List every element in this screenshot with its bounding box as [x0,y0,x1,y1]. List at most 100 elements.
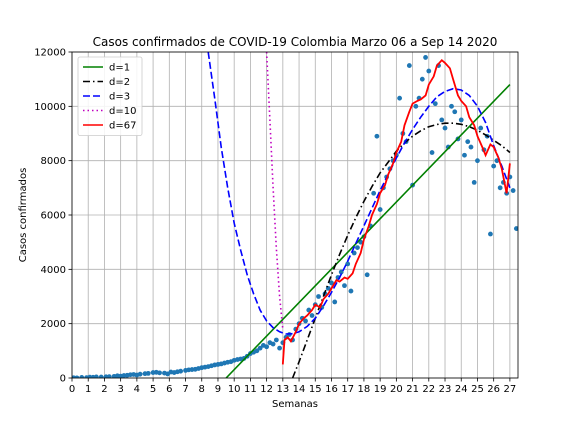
data-point [106,374,112,378]
x-axis: 0 1 2 3 4 5 6 7 8 9 10 11 12 13 14 15 16 17 18 19 20 21 22 23 24… [69,378,516,395]
data-point [79,375,85,378]
y-axis-label: Casos confirmados [18,168,29,263]
data-point [475,158,480,164]
x-tick-label: 18 [358,384,371,395]
data-point [458,117,464,123]
data-point [452,109,458,115]
data-point [316,294,321,299]
data-point [98,374,104,378]
data-point [432,101,438,107]
data-point [342,283,347,289]
y-tick-label: 8000 [41,156,66,167]
data-point [377,207,383,212]
data-point [513,226,518,231]
x-tick-label: 16 [325,384,338,395]
data-point [413,103,419,109]
x-tick-label: 2 [101,384,107,395]
x-tick-label: 5 [150,384,156,395]
data-point [491,163,497,169]
x-tick-label: 4 [134,384,140,395]
data-point [348,288,354,294]
data-point [397,95,403,101]
data-point [93,374,99,378]
x-tick-label: 19 [374,384,387,395]
y-tick-label: 6000 [41,211,66,222]
data-point [74,375,80,378]
x-tick-label: 15 [309,384,322,395]
data-point [439,117,445,123]
data-point [332,299,338,305]
data-point [145,370,151,376]
data-point [419,76,425,82]
data-point [449,103,454,109]
data-point [374,133,380,139]
data-point [445,144,451,150]
data-point [257,345,263,351]
x-tick-label: 1 [85,384,91,395]
data-point [426,68,432,74]
x-tick-label: 10 [228,384,241,395]
plot-content [72,52,518,378]
y-tick-label: 4000 [41,265,66,276]
data-point [264,344,270,350]
y-tick-label: 2000 [41,319,66,330]
x-tick-label: 12 [260,384,273,395]
data-point [157,370,162,376]
data-point [429,150,435,155]
x-tick-label: 11 [244,384,257,395]
x-tick-label: 20 [390,384,403,395]
data-point [371,190,377,196]
x-tick-label: 8 [199,384,205,395]
data-point [465,139,471,145]
x-tick-label: 27 [504,384,517,395]
data-point [471,180,477,185]
data-point [364,272,370,278]
x-tick-label: 7 [182,384,188,395]
data-point [355,245,360,251]
x-tick-label: 23 [439,384,452,395]
x-tick-label: 24 [455,384,468,395]
data-point [303,318,308,324]
data-point [309,313,315,318]
series-line-d-67 [281,58,511,365]
data-point [338,269,344,275]
x-tick-label: 21 [406,384,419,395]
legend-label: d=67 [109,121,136,132]
x-tick-label: 17 [341,384,354,395]
y-tick-label: 0 [60,374,66,385]
x-tick-label: 9 [215,384,221,395]
series-line-d-1 [225,84,511,378]
data-point [270,341,276,347]
data-point [478,125,484,131]
data-point [423,55,428,60]
data-point [254,348,260,354]
legend-label: d=1 [109,63,130,74]
x-tick-label: 22 [422,384,435,395]
series-line-d-3 [207,52,511,335]
data-point [468,144,474,150]
series-line-d-2 [291,122,511,378]
x-tick-label: 6 [166,384,172,395]
legend-box [77,56,143,136]
data-point [488,231,493,237]
data-point [273,337,279,343]
y-axis: 0 2000 4000 6000 8000 10000 12000 [34,48,72,385]
x-tick-label: 3 [117,384,123,395]
data-point [406,63,412,68]
data-point [462,152,467,158]
legend: d=1 d=2 d=3 d=10 d=67 [77,56,143,136]
legend-label: d=10 [109,106,136,117]
data-point [510,188,516,193]
x-tick-label: 25 [471,384,484,395]
chart-title: Casos confirmados de COVID-19 Colombia M… [93,35,498,49]
x-axis-label: Semanas [272,399,318,410]
data-point [442,125,448,131]
data-point [178,368,184,374]
y-tick-label: 10000 [34,102,66,113]
x-tick-label: 0 [69,384,75,395]
data-point [277,345,282,351]
data-point [137,371,143,377]
y-tick-label: 12000 [34,48,66,59]
x-tick-label: 14 [293,384,306,395]
